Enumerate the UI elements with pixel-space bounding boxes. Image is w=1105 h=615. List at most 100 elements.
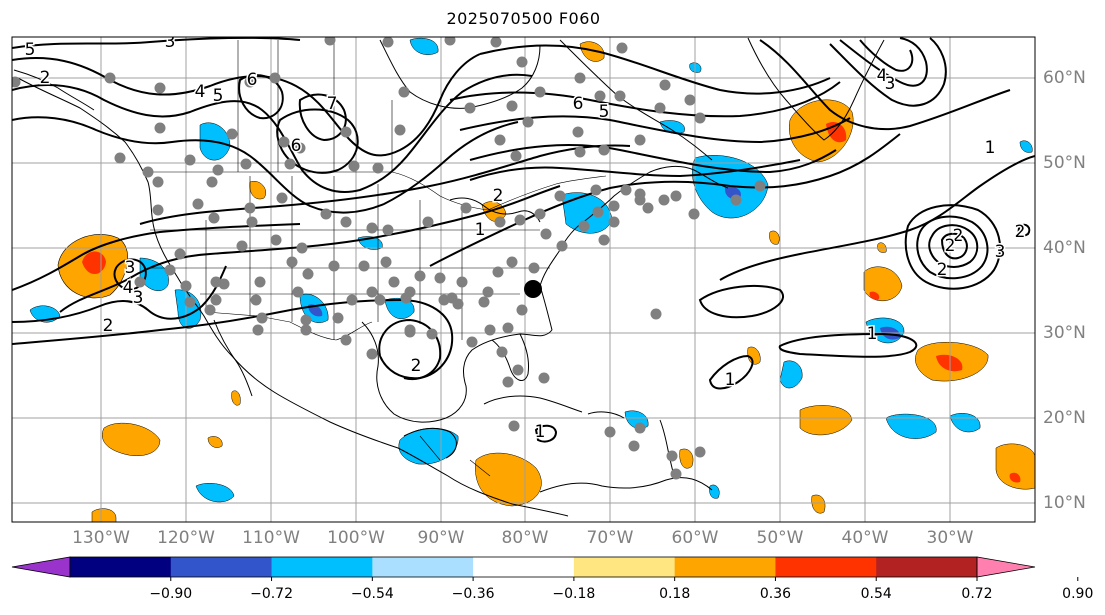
station-marker xyxy=(142,166,154,178)
colorbar-tick-label: 0.54 xyxy=(860,586,892,602)
coast-cuba xyxy=(483,395,583,413)
map-title: 2025070500 F060 xyxy=(446,9,601,28)
shade-blue-pacific-south xyxy=(195,483,235,503)
contour-atl-high-3 xyxy=(928,224,979,268)
longitude-label: 130°W xyxy=(72,528,130,548)
station-marker xyxy=(444,37,456,46)
contour-east-us-2 xyxy=(469,159,801,181)
station-marker xyxy=(328,260,340,272)
longitude-label: 90°W xyxy=(417,528,465,548)
station-marker xyxy=(538,372,550,384)
colorbar-segment xyxy=(775,557,877,577)
station-marker xyxy=(490,37,502,48)
contour-arctic-4 xyxy=(12,116,519,214)
shade-blue-atl-5 xyxy=(709,484,720,499)
station-marker xyxy=(372,162,384,174)
station-marker xyxy=(212,164,224,176)
station-marker xyxy=(380,256,392,268)
shade-orange-pacific-south-1 xyxy=(102,422,161,456)
station-marker xyxy=(464,102,476,114)
station-marker xyxy=(670,190,682,202)
contour-label: 6 xyxy=(291,136,302,156)
contour-label: 2 xyxy=(1015,222,1026,242)
contour-label: 2 xyxy=(937,260,948,280)
longitude-label: 50°W xyxy=(756,528,804,548)
station-marker xyxy=(514,214,526,226)
shade-orange-atl-4 xyxy=(747,346,761,365)
contour-label: 4 xyxy=(123,278,134,298)
contour-label: 6 xyxy=(247,70,258,90)
station-marker xyxy=(348,160,360,172)
station-marker xyxy=(246,216,258,228)
shade-orange-atl-7 xyxy=(811,494,826,514)
station-marker xyxy=(340,334,352,346)
station-marker xyxy=(366,348,378,360)
contour-label: 5 xyxy=(25,40,36,60)
station-marker xyxy=(634,422,646,434)
contour-greenland-2 xyxy=(859,39,914,72)
station-marker xyxy=(522,116,534,128)
colorbar-tick-label: 0.90 xyxy=(1062,586,1094,602)
coast-baja xyxy=(213,319,253,397)
station-marker xyxy=(296,242,308,254)
contour-east-us-1 xyxy=(429,133,901,267)
station-marker xyxy=(604,426,616,438)
contour-label: 1 xyxy=(535,422,546,442)
station-marker xyxy=(250,294,262,306)
colorbar-tick-label: −0.72 xyxy=(250,586,293,602)
coast-yucatan xyxy=(403,428,457,459)
map-border xyxy=(11,36,1036,523)
coast-gulf xyxy=(361,321,553,423)
colorbar xyxy=(11,556,1079,581)
station-marker xyxy=(592,206,604,218)
station-marker xyxy=(332,312,344,324)
station-marker xyxy=(300,324,312,336)
station-marker xyxy=(422,216,434,228)
shade-red-pacific xyxy=(82,251,106,275)
shade-orange-baja xyxy=(231,390,241,406)
station-marker xyxy=(284,158,296,170)
coast-pacific-nw xyxy=(17,77,569,517)
station-marker xyxy=(666,450,678,462)
station-marker xyxy=(236,240,248,252)
contour-arctic-1 xyxy=(12,37,301,49)
station-marker xyxy=(382,224,394,236)
shade-blue-hudson xyxy=(409,37,439,55)
latitude-label: 20°N xyxy=(1043,408,1086,428)
longitude-label: 100°W xyxy=(327,528,385,548)
border-states-1 xyxy=(205,176,463,340)
border-mexico-central xyxy=(419,435,491,477)
contour-east-canada-1 xyxy=(479,44,831,95)
shade-orange-rockies xyxy=(249,180,266,200)
station-marker xyxy=(164,264,176,276)
colorbar-tick-label: −0.54 xyxy=(350,586,394,602)
latitude-label: 50°N xyxy=(1043,153,1086,173)
longitude-label: 40°W xyxy=(841,528,889,548)
contour-label: 2 xyxy=(953,226,964,246)
station-marker xyxy=(400,292,412,304)
colorbar-tick-label: −0.36 xyxy=(451,586,495,602)
longitude-label: 30°W xyxy=(926,528,974,548)
contour-label: 1 xyxy=(475,220,486,240)
colorbar-outline xyxy=(69,556,978,578)
colorbar-extend-low xyxy=(11,556,71,578)
station-marker xyxy=(642,202,654,214)
station-marker xyxy=(688,208,700,220)
contour-label: 5 xyxy=(213,86,224,106)
station-marker xyxy=(634,134,646,146)
contour-label: 2 xyxy=(40,68,51,88)
station-marker xyxy=(502,322,514,334)
coast-hispaniola xyxy=(587,411,625,419)
station-markers xyxy=(12,37,766,480)
contour-arctic-3 xyxy=(12,73,533,193)
contour-label: 4 xyxy=(877,66,888,86)
latitude-label: 10°N xyxy=(1043,493,1086,513)
station-marker xyxy=(324,37,336,46)
station-marker xyxy=(466,336,478,348)
coast-lesser-antilles xyxy=(659,419,675,477)
contour-label: 5 xyxy=(599,102,610,122)
station-marker xyxy=(244,202,256,214)
station-marker xyxy=(614,90,626,102)
contour-label: 4 xyxy=(195,82,206,102)
coast-labrador xyxy=(559,39,713,161)
